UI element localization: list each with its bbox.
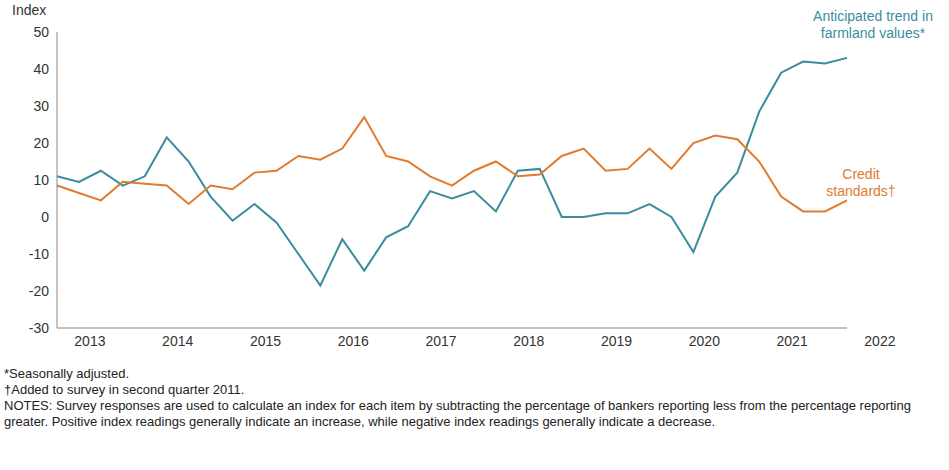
svg-text:2013: 2013 (74, 333, 105, 349)
svg-text:30: 30 (33, 98, 49, 114)
svg-text:-20: -20 (29, 283, 49, 299)
svg-text:2019: 2019 (601, 333, 632, 349)
svg-text:50: 50 (33, 24, 49, 40)
svg-text:-10: -10 (29, 246, 49, 262)
html-text:Anticipated trend in farmland: Anticipated trend in farmland values* (813, 8, 933, 41)
svg-text:0: 0 (41, 209, 49, 225)
svg-text:2022: 2022 (864, 333, 895, 349)
html-text:NOTES: Survey responses are us: NOTES: Survey responses are used to calc… (4, 398, 911, 429)
svg-text:-30: -30 (29, 320, 49, 336)
html-text:Credit standards†: Credit standards† (826, 166, 896, 199)
svg-text:2016: 2016 (338, 333, 369, 349)
svg-text:2017: 2017 (425, 333, 456, 349)
svg-text:10: 10 (33, 172, 49, 188)
html-text:†Added to survey in second qua: †Added to survey in second quarter 2011. (4, 382, 245, 397)
svg-text:2018: 2018 (513, 333, 544, 349)
svg-text:2021: 2021 (777, 333, 808, 349)
svg-text:2020: 2020 (689, 333, 720, 349)
svg-text:2014: 2014 (162, 333, 193, 349)
html-text:*Seasonally adjusted.: *Seasonally adjusted. (4, 366, 129, 381)
html-text:Index: Index (12, 2, 47, 18)
svg-text:2015: 2015 (250, 333, 281, 349)
svg-text:20: 20 (33, 135, 49, 151)
svg-text:40: 40 (33, 61, 49, 77)
